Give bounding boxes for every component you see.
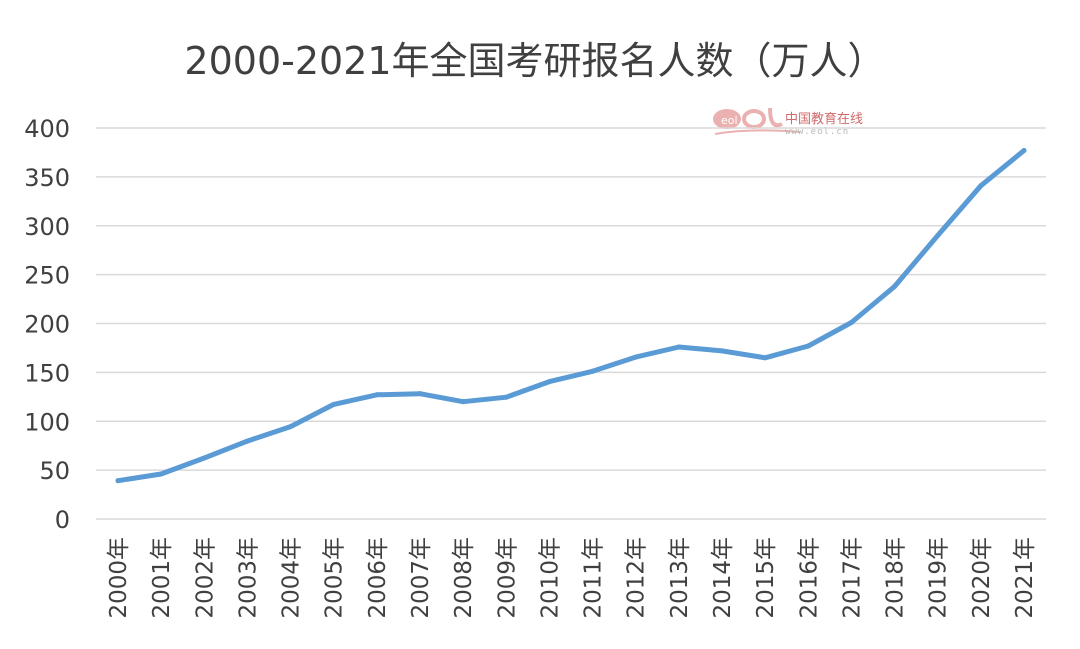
data-point xyxy=(115,478,121,484)
series-line-0 xyxy=(115,148,1027,484)
watermark-logo: eol xyxy=(713,107,801,135)
watermark-url: www.eol.cn xyxy=(785,127,849,137)
x-axis-tick-labels: 2000年 2001年 2002年 2003年 2004年 2005年 2006年 2007年… xyxy=(106,537,1038,619)
y-axis-tick-labels: 0 50 100 150 200 250 300 350 400 xyxy=(24,115,70,534)
chart-title: 2000-2021年全国考研报名人数（万人） xyxy=(184,39,885,83)
data-point xyxy=(1021,147,1027,153)
x-tick-label: 2015年 xyxy=(753,537,779,619)
x-tick-label: 2006年 xyxy=(365,537,391,619)
data-point xyxy=(633,354,639,360)
data-point xyxy=(244,438,250,444)
x-tick-label: 2017年 xyxy=(839,537,865,619)
x-tick-label: 2008年 xyxy=(451,537,477,619)
x-tick-label: 2010年 xyxy=(537,537,563,619)
gridlines xyxy=(96,127,1046,520)
y-tick-label: 300 xyxy=(24,213,70,241)
x-tick-label: 2021年 xyxy=(1012,537,1038,619)
data-point xyxy=(676,344,682,350)
data-point xyxy=(935,233,941,239)
x-tick-label: 2016年 xyxy=(796,537,822,619)
data-point xyxy=(762,355,768,361)
y-tick-label: 200 xyxy=(24,311,70,339)
data-point xyxy=(805,343,811,349)
x-tick-label: 2013年 xyxy=(667,537,693,619)
y-tick-label: 50 xyxy=(39,457,70,485)
data-point xyxy=(331,401,337,407)
y-tick-label: 150 xyxy=(24,359,70,387)
y-tick-label: 100 xyxy=(24,408,70,436)
x-tick-label: 2002年 xyxy=(192,537,218,619)
data-point xyxy=(158,471,164,477)
watermark-name: 中国教育在线 xyxy=(785,111,863,127)
data-point xyxy=(892,283,898,289)
x-tick-label: 2018年 xyxy=(883,537,909,619)
x-tick-label: 2007年 xyxy=(408,537,434,619)
data-point xyxy=(201,455,207,461)
x-tick-label: 2020年 xyxy=(969,537,995,619)
data-point xyxy=(374,392,380,398)
x-tick-label: 2012年 xyxy=(624,537,650,619)
data-point xyxy=(288,424,294,430)
data-point xyxy=(719,348,725,354)
data-point xyxy=(590,368,596,374)
data-point xyxy=(460,399,466,405)
watermark-logo-text: eol xyxy=(721,114,738,127)
y-tick-label: 0 xyxy=(55,506,70,534)
x-tick-label: 2000年 xyxy=(106,537,132,619)
data-point xyxy=(546,379,552,385)
y-tick-label: 250 xyxy=(24,262,70,290)
x-tick-label: 2019年 xyxy=(926,537,952,619)
y-tick-label: 400 xyxy=(24,115,70,143)
data-point xyxy=(978,183,984,189)
data-point xyxy=(503,394,509,400)
data-point xyxy=(417,391,423,397)
data-point xyxy=(848,320,854,326)
series-lines xyxy=(115,147,1027,484)
x-tick-label: 2003年 xyxy=(235,537,261,619)
x-tick-label: 2014年 xyxy=(710,537,736,619)
x-tick-label: 2009年 xyxy=(494,537,520,619)
y-tick-label: 350 xyxy=(24,164,70,192)
x-tick-label: 2011年 xyxy=(581,537,607,619)
x-tick-label: 2001年 xyxy=(149,537,175,619)
x-tick-label: 2005年 xyxy=(322,537,348,619)
x-tick-label: 2004年 xyxy=(279,537,305,619)
